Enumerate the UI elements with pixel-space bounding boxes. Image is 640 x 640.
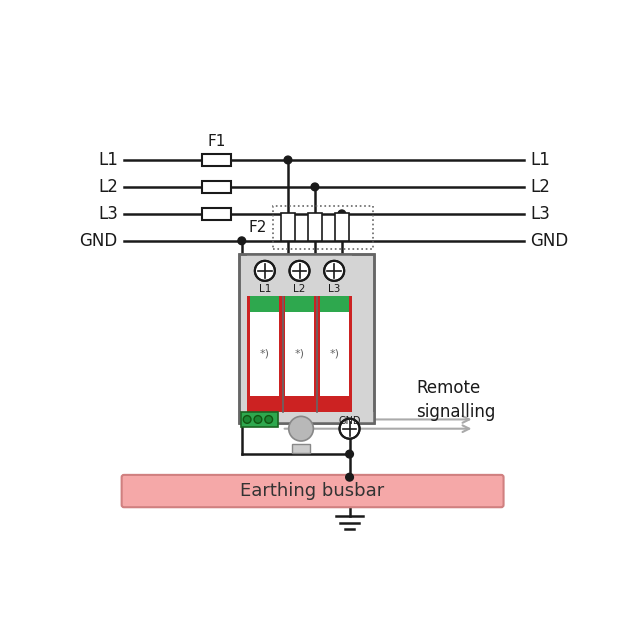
Bar (282, 296, 317, 412)
Circle shape (324, 261, 344, 281)
Text: L3: L3 (98, 205, 118, 223)
Circle shape (289, 261, 310, 281)
Text: L1: L1 (98, 151, 118, 169)
Circle shape (243, 415, 251, 423)
Circle shape (311, 183, 319, 191)
Text: *): *) (294, 349, 305, 359)
Bar (241, 412, 278, 427)
Bar (319, 312, 349, 396)
FancyBboxPatch shape (122, 475, 504, 508)
Circle shape (254, 415, 262, 423)
Bar (319, 296, 349, 312)
Bar (316, 254, 352, 296)
Text: L2: L2 (98, 178, 118, 196)
Text: Remote
signalling: Remote signalling (417, 380, 496, 421)
Circle shape (284, 156, 292, 164)
Bar (239, 412, 374, 423)
Text: F2: F2 (248, 220, 266, 235)
Circle shape (346, 451, 353, 458)
Bar (239, 254, 374, 423)
Bar (202, 208, 231, 220)
Text: *): *) (329, 349, 339, 359)
Text: L1: L1 (259, 284, 271, 294)
Text: L3: L3 (531, 205, 550, 223)
Circle shape (346, 474, 353, 481)
Bar (335, 214, 349, 241)
Text: L1: L1 (531, 151, 550, 169)
Circle shape (338, 210, 346, 218)
Bar (239, 254, 374, 423)
Bar (285, 312, 314, 396)
Text: GND: GND (531, 232, 569, 250)
Bar (285, 296, 314, 312)
Text: L2: L2 (531, 178, 550, 196)
Circle shape (238, 237, 246, 244)
Bar (202, 154, 231, 166)
Bar (202, 181, 231, 193)
Text: Earthing busbar: Earthing busbar (241, 482, 385, 500)
Bar (316, 296, 352, 412)
Bar (247, 254, 283, 296)
Bar (250, 312, 280, 396)
Text: GND: GND (79, 232, 118, 250)
Circle shape (289, 417, 314, 441)
Text: F1: F1 (207, 134, 225, 149)
Text: GND: GND (339, 415, 361, 426)
Bar (250, 296, 280, 312)
Circle shape (265, 415, 273, 423)
Bar (247, 296, 283, 412)
Text: L3: L3 (328, 284, 340, 294)
Circle shape (255, 261, 275, 281)
Bar (292, 444, 310, 453)
Bar (282, 254, 317, 296)
Bar (273, 206, 372, 248)
Text: L2: L2 (293, 284, 306, 294)
Bar (308, 214, 322, 241)
Text: *): *) (260, 349, 270, 359)
Circle shape (340, 419, 360, 438)
Bar (281, 214, 295, 241)
